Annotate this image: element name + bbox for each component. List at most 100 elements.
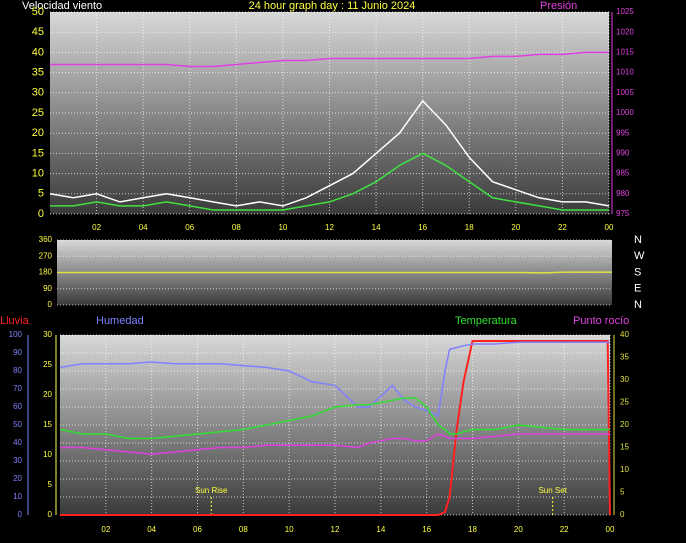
y2-tick-label: E — [634, 283, 641, 295]
series-line — [49, 99, 610, 207]
y-tick-label: 5 — [38, 188, 44, 200]
y2-tick-label: 20 — [620, 420, 629, 429]
y3-tick-label: 20 — [43, 390, 52, 399]
y3-tick-label: 0 — [48, 510, 53, 519]
y-tick-label: 25 — [32, 107, 44, 119]
y-tick-label: 20 — [32, 127, 44, 139]
annotation: Sun Rise — [195, 486, 228, 495]
y-tick-label: 40 — [32, 46, 44, 58]
x-tick-label: 16 — [422, 525, 431, 534]
legend-entry: Lluvia — [0, 315, 30, 327]
legend-entry: Punto rocío — [573, 315, 629, 327]
y2-tick-label: 30 — [620, 375, 629, 384]
legend-entry: Humedad — [96, 315, 144, 327]
y-tick-label: 50 — [32, 6, 44, 18]
x-tick-label: 22 — [560, 525, 569, 534]
y-tick-label: 10 — [13, 492, 22, 501]
y2-label: Presión — [540, 0, 577, 12]
y2-tick-label: 1010 — [616, 68, 634, 77]
y-tick-label: 35 — [32, 67, 44, 79]
y3-tick-label: 15 — [43, 420, 52, 429]
y2-tick-label: 35 — [620, 353, 629, 362]
series-line — [59, 397, 610, 440]
y2-tick-label: 1005 — [616, 88, 634, 97]
series-line — [57, 271, 612, 274]
y-tick-label: 90 — [43, 284, 52, 293]
y-tick-label: 30 — [32, 87, 44, 99]
series-line — [50, 51, 609, 68]
x-tick-label: 18 — [465, 223, 474, 232]
y-tick-label: 0 — [48, 300, 53, 309]
x-tick-label: 16 — [418, 223, 427, 232]
x-tick-label: 10 — [285, 525, 294, 534]
y2-tick-label: 10 — [620, 465, 629, 474]
legend-entry: Temperatura — [455, 315, 518, 327]
x-tick-label: 04 — [147, 525, 156, 534]
x-tick-label: 18 — [468, 525, 477, 534]
y2-tick-label: 1025 — [616, 7, 634, 16]
x-tick-label: 14 — [376, 525, 385, 534]
x-tick-label: 12 — [325, 223, 334, 232]
x-tick-label: 12 — [331, 525, 340, 534]
y2-tick-label: 985 — [616, 169, 630, 178]
y-tick-label: 50 — [13, 420, 22, 429]
y3-tick-label: 5 — [48, 480, 53, 489]
y2-tick-label: 1015 — [616, 48, 634, 57]
y2-tick-label: 25 — [620, 398, 629, 407]
x-tick-label: 20 — [514, 525, 523, 534]
series-line — [60, 433, 610, 456]
y2-tick-label: S — [634, 266, 641, 278]
x-tick-label: 22 — [558, 223, 567, 232]
y2-tick-label: 40 — [620, 330, 629, 339]
y2-tick-label: 1000 — [616, 108, 634, 117]
y2-tick-label: 975 — [616, 209, 630, 218]
x-tick-label: 00 — [606, 525, 615, 534]
y-tick-label: 0 — [38, 208, 44, 220]
y-tick-label: 15 — [32, 147, 44, 159]
x-tick-label: 04 — [139, 223, 148, 232]
y2-tick-label: 15 — [620, 443, 629, 452]
y2-tick-label: N — [634, 299, 642, 311]
x-tick-label: 02 — [92, 223, 101, 232]
y2-tick-label: N — [634, 234, 642, 246]
y-tick-label: 180 — [39, 268, 53, 277]
y2-tick-label: 995 — [616, 128, 630, 137]
x-tick-label: 20 — [511, 223, 520, 232]
series-line — [50, 152, 609, 211]
y-tick-label: 80 — [13, 366, 22, 375]
y2-tick-label: W — [634, 250, 645, 262]
y-tick-label: 30 — [13, 456, 22, 465]
y3-tick-label: 30 — [43, 330, 52, 339]
y-tick-label: 60 — [13, 402, 22, 411]
x-tick-label: 02 — [101, 525, 110, 534]
y-tick-label: 90 — [13, 348, 22, 357]
y2-tick-label: 980 — [616, 189, 630, 198]
y2-tick-label: 1020 — [616, 27, 634, 36]
x-tick-label: 10 — [278, 223, 287, 232]
chart-title: 24 hour graph day : 11 Junio 2024 — [249, 0, 416, 12]
x-tick-label: 00 — [605, 223, 614, 232]
y-tick-label: 100 — [9, 330, 23, 339]
annotation: Sun Set — [538, 486, 567, 495]
y-label: Velocidad viento — [22, 0, 102, 12]
x-tick-label: 06 — [193, 525, 202, 534]
series-line — [60, 340, 611, 516]
y3-tick-label: 10 — [43, 450, 52, 459]
y-tick-label: 45 — [32, 26, 44, 38]
y2-tick-label: 0 — [620, 510, 625, 519]
series-line — [59, 341, 610, 418]
y-tick-label: 40 — [13, 438, 22, 447]
y-tick-label: 10 — [32, 168, 44, 180]
y-tick-label: 20 — [13, 474, 22, 483]
x-tick-label: 06 — [185, 223, 194, 232]
y-tick-label: 270 — [39, 251, 53, 260]
y-tick-label: 360 — [39, 235, 53, 244]
y-tick-label: 0 — [18, 510, 23, 519]
y-tick-label: 70 — [13, 384, 22, 393]
y2-tick-label: 5 — [620, 488, 625, 497]
y2-tick-label: 990 — [616, 149, 630, 158]
x-tick-label: 08 — [239, 525, 248, 534]
y3-tick-label: 25 — [43, 360, 52, 369]
